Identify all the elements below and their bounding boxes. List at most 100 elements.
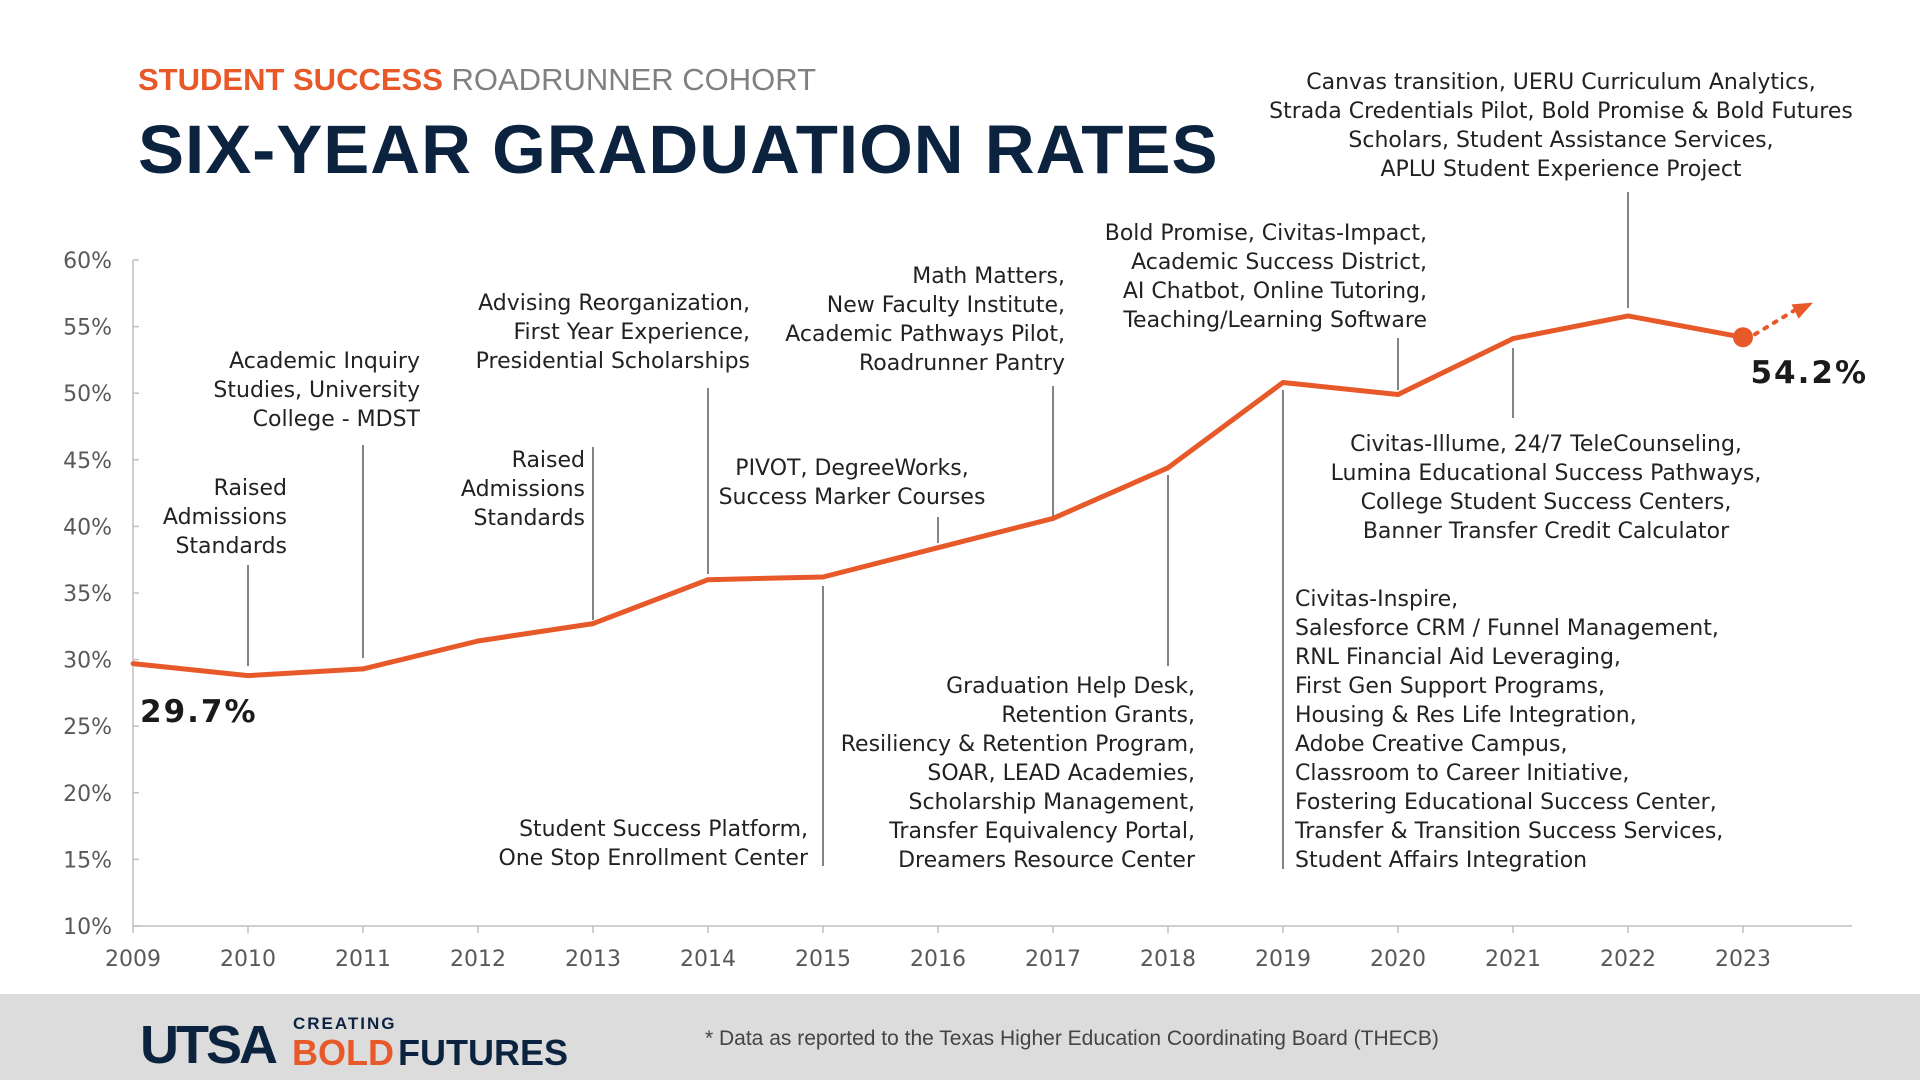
annotation-line: Math Matters,: [912, 264, 1065, 289]
data-point: [475, 638, 481, 644]
x-tick-label: 2010: [220, 947, 276, 972]
data-point: [1165, 465, 1171, 471]
annotation-line: Academic Pathways Pilot,: [785, 322, 1065, 347]
subtitle-kicker: STUDENT SUCCESS ROADRUNNER COHORT: [138, 62, 1218, 98]
x-tick-label: 2022: [1600, 947, 1656, 972]
y-tick-label: 45%: [63, 449, 112, 474]
annotation-line: Civitas-Illume, 24/7 TeleCounseling,: [1350, 432, 1742, 457]
y-tick-label: 50%: [63, 382, 112, 407]
y-tick-label: 10%: [63, 915, 112, 940]
start-value-label: 29.7%: [140, 694, 258, 730]
y-tick-label: 25%: [63, 715, 112, 740]
annotation-line: Adobe Creative Campus,: [1295, 732, 1567, 757]
annotation-line: Scholars, Student Assistance Services,: [1348, 128, 1773, 153]
annotation-line: First Year Experience,: [513, 320, 750, 345]
annotation-line: APLU Student Experience Project: [1380, 157, 1741, 182]
x-tick-label: 2019: [1255, 947, 1311, 972]
header: STUDENT SUCCESS ROADRUNNER COHORT SIX-YE…: [138, 62, 1218, 189]
annotation-line: Graduation Help Desk,: [946, 674, 1195, 699]
data-point: [1510, 336, 1516, 341]
graduation-rate-chart: 10%15%20%25%30%35%40%45%50%55%60% 2009 20…: [63, 70, 1868, 972]
annotation-line: Housing & Res Life Integration,: [1295, 703, 1637, 728]
footer-bar: [0, 994, 1920, 1080]
y-tick-label: 20%: [63, 782, 112, 807]
data-point: [1625, 313, 1631, 319]
projection-arrowhead: [1791, 302, 1813, 319]
logo-creating: CREATING: [293, 1014, 397, 1033]
x-tick-label: 2021: [1485, 947, 1541, 972]
annotation-line: Studies, University: [213, 378, 420, 403]
annotation-line: Admissions: [461, 477, 585, 502]
x-axis-ticks: 2009 2010 2011 2012 2013 2014 2015 2016 2017 2018…: [105, 926, 1771, 972]
annotation-line: Academic Success District,: [1131, 250, 1427, 275]
annotation-line: Presidential Scholarships: [476, 349, 750, 374]
annotation-line: Banner Transfer Credit Calculator: [1363, 519, 1730, 544]
annotation-line: Admissions: [163, 505, 287, 530]
annotation-leader-lines: [247, 192, 1629, 869]
annotation-line: Fostering Educational Success Center,: [1295, 790, 1717, 815]
x-tick-label: 2015: [795, 947, 851, 972]
annotation-line: Advising Reorganization,: [478, 291, 750, 316]
annotation-line: First Gen Support Programs,: [1295, 674, 1605, 699]
y-tick-label: 30%: [63, 649, 112, 674]
annotation-line: Dreamers Resource Center: [898, 848, 1196, 873]
annotation-line: Standards: [175, 534, 287, 559]
annotation-line: Teaching/Learning Software: [1122, 308, 1427, 333]
data-point: [1280, 380, 1286, 385]
annotation-line: Raised: [512, 448, 585, 473]
annotation-line: Salesforce CRM / Funnel Management,: [1295, 616, 1719, 641]
y-tick-label: 60%: [63, 249, 112, 274]
y-axis-ticks: 10% 15% 20% 25% 30% 35% 40% 45% 50% 55% 60%: [63, 249, 139, 940]
end-point-marker: [1733, 327, 1753, 348]
logo-bold: BOLD: [292, 1032, 394, 1073]
logo-futures: FUTURES: [398, 1032, 568, 1073]
annotation-line: Civitas-Inspire,: [1295, 587, 1458, 612]
x-tick-label: 2009: [105, 947, 161, 972]
annotation-line: Canvas transition, UERU Curriculum Analy…: [1306, 70, 1815, 95]
x-tick-label: 2023: [1715, 947, 1771, 972]
data-point: [1050, 516, 1056, 521]
x-tick-label: 2014: [680, 947, 736, 972]
end-value-label: 54.2%: [1750, 355, 1868, 391]
annotation-line: Raised: [214, 476, 287, 501]
x-tick-label: 2013: [565, 947, 621, 972]
annotation-line: One Stop Enrollment Center: [499, 846, 809, 871]
x-tick-label: 2016: [910, 947, 966, 972]
y-tick-label: 35%: [63, 582, 112, 607]
annotation-line: Student Success Platform,: [519, 817, 808, 842]
annotation-line: Scholarship Management,: [909, 790, 1196, 815]
kicker-rest: ROADRUNNER COHORT: [451, 62, 817, 97]
annotation-line: Transfer & Transition Success Services,: [1294, 819, 1723, 844]
logo-utsa: UTSA: [140, 1015, 278, 1075]
annotation-line: New Faculty Institute,: [827, 293, 1065, 318]
annotation-labels: Raised Admissions Standards Academic Inquir…: [163, 70, 1853, 873]
data-point: [820, 574, 826, 580]
y-tick-label: 55%: [63, 316, 112, 341]
annotation-line: Roadrunner Pantry: [859, 351, 1065, 376]
x-tick-label: 2017: [1025, 947, 1081, 972]
annotation-line: Standards: [473, 506, 585, 531]
annotation-line: Student Affairs Integration: [1295, 848, 1587, 873]
annotation-line: Strada Credentials Pilot, Bold Promise &…: [1269, 99, 1853, 124]
annotation-line: Classroom to Career Initiative,: [1295, 761, 1629, 786]
x-tick-label: 2018: [1140, 947, 1196, 972]
y-tick-label: 40%: [63, 515, 112, 540]
y-tick-label: 15%: [63, 848, 112, 873]
annotation-line: Transfer Equivalency Portal,: [888, 819, 1195, 844]
data-point: [590, 621, 596, 627]
annotation-line: SOAR, LEAD Academies,: [927, 761, 1195, 786]
data-point: [935, 545, 941, 551]
annotation-line: Retention Grants,: [1001, 703, 1195, 728]
data-point: [360, 666, 366, 672]
annotation-line: Bold Promise, Civitas-Impact,: [1105, 221, 1427, 246]
projection-trend-line: [1753, 305, 1801, 337]
x-tick-label: 2020: [1370, 947, 1426, 972]
annotation-line: RNL Financial Aid Leveraging,: [1295, 645, 1621, 670]
x-tick-label: 2011: [335, 947, 391, 972]
kicker-accent: STUDENT SUCCESS: [138, 62, 443, 97]
x-tick-label: 2012: [450, 947, 506, 972]
annotation-line: AI Chatbot, Online Tutoring,: [1123, 279, 1427, 304]
data-point: [1395, 392, 1401, 397]
annotation-line: Resiliency & Retention Program,: [841, 732, 1195, 757]
annotation-line: College - MDST: [253, 407, 421, 432]
